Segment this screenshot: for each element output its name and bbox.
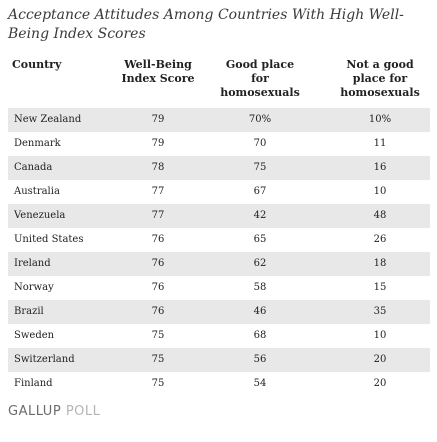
cell-good-place: 42 <box>253 210 267 221</box>
table-row: Norway 76 58 15 <box>8 276 430 300</box>
cell-good-place: 56 <box>253 354 267 365</box>
cell-not-good-place: 16 <box>373 162 387 173</box>
column-header-not-good-place: Not a good place for homosexuals <box>330 58 430 100</box>
cell-country: Venezuela <box>14 210 66 221</box>
table-row: Finland 75 54 20 <box>8 372 430 396</box>
column-header-wellbeing-line2: Index Score <box>121 72 195 85</box>
cell-not-good-place: 26 <box>373 234 387 245</box>
table-row: Denmark 79 70 11 <box>8 132 430 156</box>
logo-poll-text: POLL <box>65 404 101 419</box>
cell-good-place: 70% <box>248 114 272 125</box>
column-header-good-place-line1: Good place <box>225 58 295 71</box>
cell-wellbeing: 76 <box>151 258 165 269</box>
cell-good-place: 54 <box>253 378 267 389</box>
cell-wellbeing: 75 <box>151 354 165 365</box>
table-row: Sweden 75 68 10 <box>8 324 430 348</box>
table-row: United States 76 65 26 <box>8 228 430 252</box>
column-header-good-place-line3: homosexuals <box>220 86 300 99</box>
cell-good-place: 58 <box>253 282 267 293</box>
cell-country: Ireland <box>14 258 51 269</box>
cell-wellbeing: 79 <box>151 138 165 149</box>
column-header-country-label: Country <box>12 58 62 71</box>
table-row: New Zealand 79 70% 10% <box>8 108 430 132</box>
column-header-not-good-place-line2: place for <box>352 72 408 85</box>
column-header-good-place: Good place for homosexuals <box>210 58 310 100</box>
cell-not-good-place: 11 <box>373 138 387 149</box>
cell-country: Denmark <box>14 138 61 149</box>
cell-wellbeing: 77 <box>151 186 165 197</box>
cell-good-place: 62 <box>253 258 267 269</box>
cell-country: Brazil <box>14 306 44 317</box>
cell-country: Canada <box>14 162 53 173</box>
cell-not-good-place: 15 <box>373 282 387 293</box>
table-row: Ireland 76 62 18 <box>8 252 430 276</box>
cell-wellbeing: 79 <box>151 114 165 125</box>
column-header-not-good-place-line3: homosexuals <box>340 86 420 99</box>
column-header-wellbeing: Well-Being Index Score <box>108 58 208 86</box>
table-row: Venezuela 77 42 48 <box>8 204 430 228</box>
cell-good-place: 65 <box>253 234 267 245</box>
cell-good-place: 68 <box>253 330 267 341</box>
cell-good-place: 70 <box>253 138 267 149</box>
cell-not-good-place: 35 <box>373 306 387 317</box>
table-title: Acceptance Attitudes Among Countries Wit… <box>8 7 404 42</box>
cell-country: Norway <box>14 282 54 293</box>
column-header-good-place-line2: for <box>251 72 269 85</box>
cell-not-good-place: 20 <box>373 378 387 389</box>
cell-not-good-place: 10 <box>373 186 387 197</box>
cell-not-good-place: 18 <box>373 258 387 269</box>
cell-wellbeing: 77 <box>151 210 165 221</box>
column-header-not-good-place-line1: Not a good <box>346 58 414 71</box>
cell-wellbeing: 75 <box>151 330 165 341</box>
cell-wellbeing: 78 <box>151 162 165 173</box>
cell-good-place: 67 <box>253 186 267 197</box>
cell-not-good-place: 10 <box>373 330 387 341</box>
cell-not-good-place: 48 <box>373 210 387 221</box>
cell-not-good-place: 10% <box>368 114 392 125</box>
data-table: New Zealand 79 70% 10% Denmark 79 70 11 … <box>8 108 430 396</box>
cell-country: Australia <box>14 186 60 197</box>
table-row: Switzerland 75 56 20 <box>8 348 430 372</box>
table-row: Brazil 76 46 35 <box>8 300 430 324</box>
cell-country: New Zealand <box>14 114 82 125</box>
column-header-country: Country <box>12 58 61 72</box>
cell-good-place: 75 <box>253 162 267 173</box>
cell-country: Sweden <box>14 330 55 341</box>
column-header-wellbeing-line1: Well-Being <box>124 58 192 71</box>
cell-wellbeing: 76 <box>151 306 165 317</box>
cell-country: Switzerland <box>14 354 75 365</box>
cell-country: United States <box>14 234 84 245</box>
cell-wellbeing: 76 <box>151 234 165 245</box>
table-row: Canada 78 75 16 <box>8 156 430 180</box>
cell-not-good-place: 20 <box>373 354 387 365</box>
cell-wellbeing: 75 <box>151 378 165 389</box>
cell-country: Finland <box>14 378 53 389</box>
gallup-poll-logo: GALLUP POLL <box>8 404 100 419</box>
cell-wellbeing: 76 <box>151 282 165 293</box>
table-row: Australia 77 67 10 <box>8 180 430 204</box>
cell-good-place: 46 <box>253 306 267 317</box>
logo-gallup-text: GALLUP <box>8 404 62 419</box>
